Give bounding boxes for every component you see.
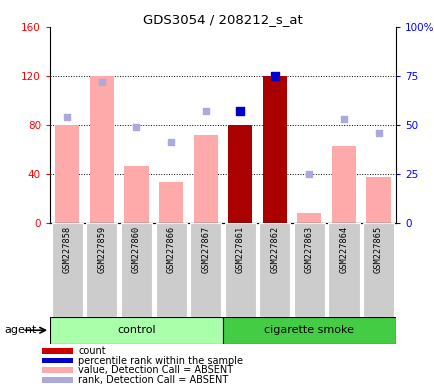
Bar	[86, 223, 117, 317]
Bar	[124, 166, 148, 223]
Bar	[293, 223, 324, 317]
Point	[236, 108, 243, 114]
Bar	[155, 223, 186, 317]
Point	[64, 114, 71, 120]
Bar	[223, 317, 395, 344]
Bar	[52, 223, 83, 317]
Point	[305, 170, 312, 177]
Text: GSM227865: GSM227865	[373, 225, 382, 273]
Text: percentile rank within the sample: percentile rank within the sample	[78, 356, 243, 366]
Text: GSM227867: GSM227867	[201, 225, 210, 273]
Bar	[259, 223, 290, 317]
Point	[340, 116, 347, 122]
Bar	[190, 223, 221, 317]
Point	[167, 139, 174, 146]
Title: GDS3054 / 208212_s_at: GDS3054 / 208212_s_at	[143, 13, 302, 26]
Bar	[121, 223, 152, 317]
Bar	[224, 223, 255, 317]
Bar	[331, 146, 355, 223]
Bar	[50, 317, 223, 344]
Bar	[362, 223, 393, 317]
Bar	[296, 213, 321, 223]
Bar	[193, 135, 217, 223]
Text: GSM227864: GSM227864	[339, 225, 348, 273]
Text: rank, Detection Call = ABSENT: rank, Detection Call = ABSENT	[78, 375, 228, 384]
Text: count: count	[78, 346, 105, 356]
Text: GSM227861: GSM227861	[235, 225, 244, 273]
Bar	[43, 358, 72, 363]
Point	[98, 79, 105, 85]
Bar	[89, 76, 114, 223]
Bar	[43, 348, 72, 354]
Text: GSM227866: GSM227866	[166, 225, 175, 273]
Bar	[365, 177, 390, 223]
Bar	[158, 182, 183, 223]
Text: control: control	[117, 325, 155, 335]
Bar	[43, 367, 72, 372]
Point	[133, 124, 140, 130]
Text: value, Detection Call = ABSENT: value, Detection Call = ABSENT	[78, 365, 233, 375]
Bar	[43, 377, 72, 382]
Text: GSM227863: GSM227863	[304, 225, 313, 273]
Text: GSM227858: GSM227858	[62, 225, 72, 273]
Bar	[227, 125, 252, 223]
Text: agent: agent	[4, 325, 36, 335]
Text: GSM227860: GSM227860	[132, 225, 141, 273]
Text: cigarette smoke: cigarette smoke	[264, 325, 354, 335]
Bar	[55, 125, 79, 223]
Point	[271, 73, 278, 79]
Point	[202, 108, 209, 114]
Text: GSM227862: GSM227862	[270, 225, 279, 273]
Point	[374, 129, 381, 136]
Text: GSM227859: GSM227859	[97, 225, 106, 273]
Bar	[328, 223, 359, 317]
Bar	[262, 76, 286, 223]
